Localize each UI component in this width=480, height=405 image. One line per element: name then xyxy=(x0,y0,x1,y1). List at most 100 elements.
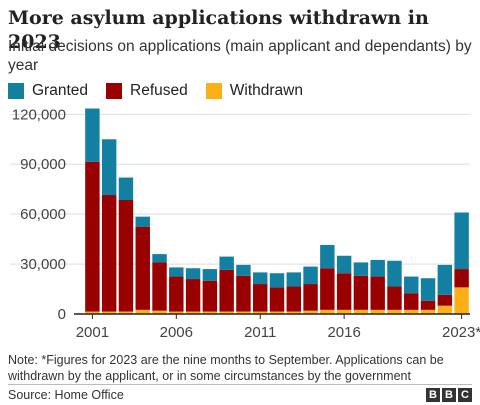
chart-legend: Granted Refused Withdrawn xyxy=(8,82,321,100)
bar-segment-refused xyxy=(219,269,234,312)
bbc-logo-letter: C xyxy=(458,388,472,402)
footer-divider xyxy=(8,384,472,385)
y-tick-label: 90,000 xyxy=(20,156,66,173)
bar-segment-granted xyxy=(353,262,369,276)
bar-segment-refused xyxy=(202,280,218,312)
bar-segment-granted xyxy=(152,254,167,263)
bar-segment-withdrawn xyxy=(219,311,234,314)
legend-item-granted: Granted xyxy=(8,82,88,100)
bar-segment-refused xyxy=(370,276,385,310)
bar-segment-granted xyxy=(169,267,184,277)
bar-segment-refused xyxy=(101,195,117,312)
y-tick-labels: 0 30,000 60,000 90,000 120,000 xyxy=(12,106,66,323)
y-tick-label: 60,000 xyxy=(20,206,66,223)
bar-segment-refused xyxy=(185,279,201,312)
bar-segment-withdrawn xyxy=(320,309,335,314)
bar-segment-withdrawn xyxy=(101,311,117,314)
chart-source: Source: Home Office xyxy=(8,388,124,402)
bar-segment-refused xyxy=(135,226,150,310)
x-tick-label: 2011 xyxy=(244,324,276,341)
bar-segment-refused xyxy=(152,262,167,311)
x-tick-labels: 2001 2006 2011 2016 2023* xyxy=(76,314,480,341)
bar-segment-refused xyxy=(236,275,251,312)
bar-segment-withdrawn xyxy=(185,311,201,314)
bar-segment-withdrawn xyxy=(454,287,469,314)
bar-segment-refused xyxy=(169,276,184,312)
bar-segment-refused xyxy=(118,200,134,312)
legend-label-granted: Granted xyxy=(32,82,89,99)
y-tick-label: 30,000 xyxy=(20,256,66,273)
bar-segment-refused xyxy=(420,300,436,310)
bar-segment-withdrawn xyxy=(202,311,218,314)
legend-swatch-withdrawn xyxy=(205,83,222,99)
x-tick-label: 2023* xyxy=(442,324,480,341)
bar-segment-granted xyxy=(454,212,469,270)
bar-segment-refused xyxy=(387,286,402,310)
bbc-logo: B B C xyxy=(424,388,472,402)
chart-title: More asylum applications withdrawn in 20… xyxy=(8,7,429,53)
bar-segment-withdrawn xyxy=(236,311,251,314)
bar-segment-refused xyxy=(437,294,453,306)
bar-segment-refused xyxy=(336,273,352,310)
legend-label-withdrawn: Withdrawn xyxy=(229,82,303,99)
bar-segment-withdrawn xyxy=(404,309,419,314)
gridlines xyxy=(10,113,470,265)
bar-segment-withdrawn xyxy=(370,309,385,314)
bar-segment-granted xyxy=(202,269,218,281)
bar-segment-refused xyxy=(85,161,100,312)
bar-segment-granted xyxy=(85,108,100,162)
bar-segment-withdrawn xyxy=(286,311,301,314)
legend-swatch-refused xyxy=(106,83,123,99)
x-tick-label: 2001 xyxy=(76,324,109,341)
legend-item-refused: Refused xyxy=(106,82,188,100)
bar-segment-withdrawn xyxy=(85,311,100,314)
bar-segment-granted xyxy=(253,272,268,285)
bar-segment-refused xyxy=(303,284,318,311)
bar-segment-withdrawn xyxy=(303,310,318,314)
bar-segment-refused xyxy=(353,275,369,310)
bar-segment-refused xyxy=(269,287,285,312)
bar-segment-granted xyxy=(286,272,301,287)
bar-segment-granted xyxy=(320,244,335,269)
bars xyxy=(85,108,469,314)
bar-segment-granted xyxy=(269,273,285,288)
chart-note: Note: *Figures for 2023 are the nine mon… xyxy=(8,353,444,383)
bar-segment-withdrawn xyxy=(353,309,369,314)
bar-segment-granted xyxy=(118,177,134,201)
bar-segment-withdrawn xyxy=(420,309,436,314)
bar-segment-granted xyxy=(404,276,419,294)
y-tick-label: 0 xyxy=(58,306,66,323)
bar-segment-granted xyxy=(437,264,453,295)
bar-segment-granted xyxy=(236,264,251,276)
bar-segment-granted xyxy=(370,259,385,277)
bar-segment-withdrawn xyxy=(269,311,285,314)
legend-swatch-granted xyxy=(8,83,24,99)
bar-segment-withdrawn xyxy=(169,311,184,314)
bar-segment-granted xyxy=(185,268,201,280)
bar-segment-granted xyxy=(336,255,352,274)
bar-segment-refused xyxy=(253,284,268,312)
bar-segment-withdrawn xyxy=(253,311,268,314)
bar-segment-withdrawn xyxy=(387,309,402,314)
bar-segment-granted xyxy=(101,139,117,196)
y-tick-label: 120,000 xyxy=(12,106,66,123)
bar-segment-refused xyxy=(454,269,469,288)
bar-segment-withdrawn xyxy=(118,311,134,314)
bar-segment-granted xyxy=(135,216,150,227)
bar-segment-withdrawn xyxy=(437,305,453,314)
bar-segment-withdrawn xyxy=(135,309,150,314)
legend-label-refused: Refused xyxy=(130,82,188,99)
x-tick-label: 2016 xyxy=(327,324,360,341)
bar-segment-withdrawn xyxy=(152,310,167,314)
chart-subtitle: Initial decisions on applications (main … xyxy=(8,38,472,74)
bar-segment-refused xyxy=(320,268,335,310)
x-tick-label: 2006 xyxy=(160,324,193,341)
bar-segment-granted xyxy=(219,256,234,270)
bar-segment-refused xyxy=(404,293,419,310)
bar-segment-granted xyxy=(303,266,318,285)
bar-segment-refused xyxy=(286,286,301,312)
bbc-logo-letter: B xyxy=(426,388,440,402)
bar-segment-granted xyxy=(420,278,436,301)
bar-segment-withdrawn xyxy=(336,309,352,314)
